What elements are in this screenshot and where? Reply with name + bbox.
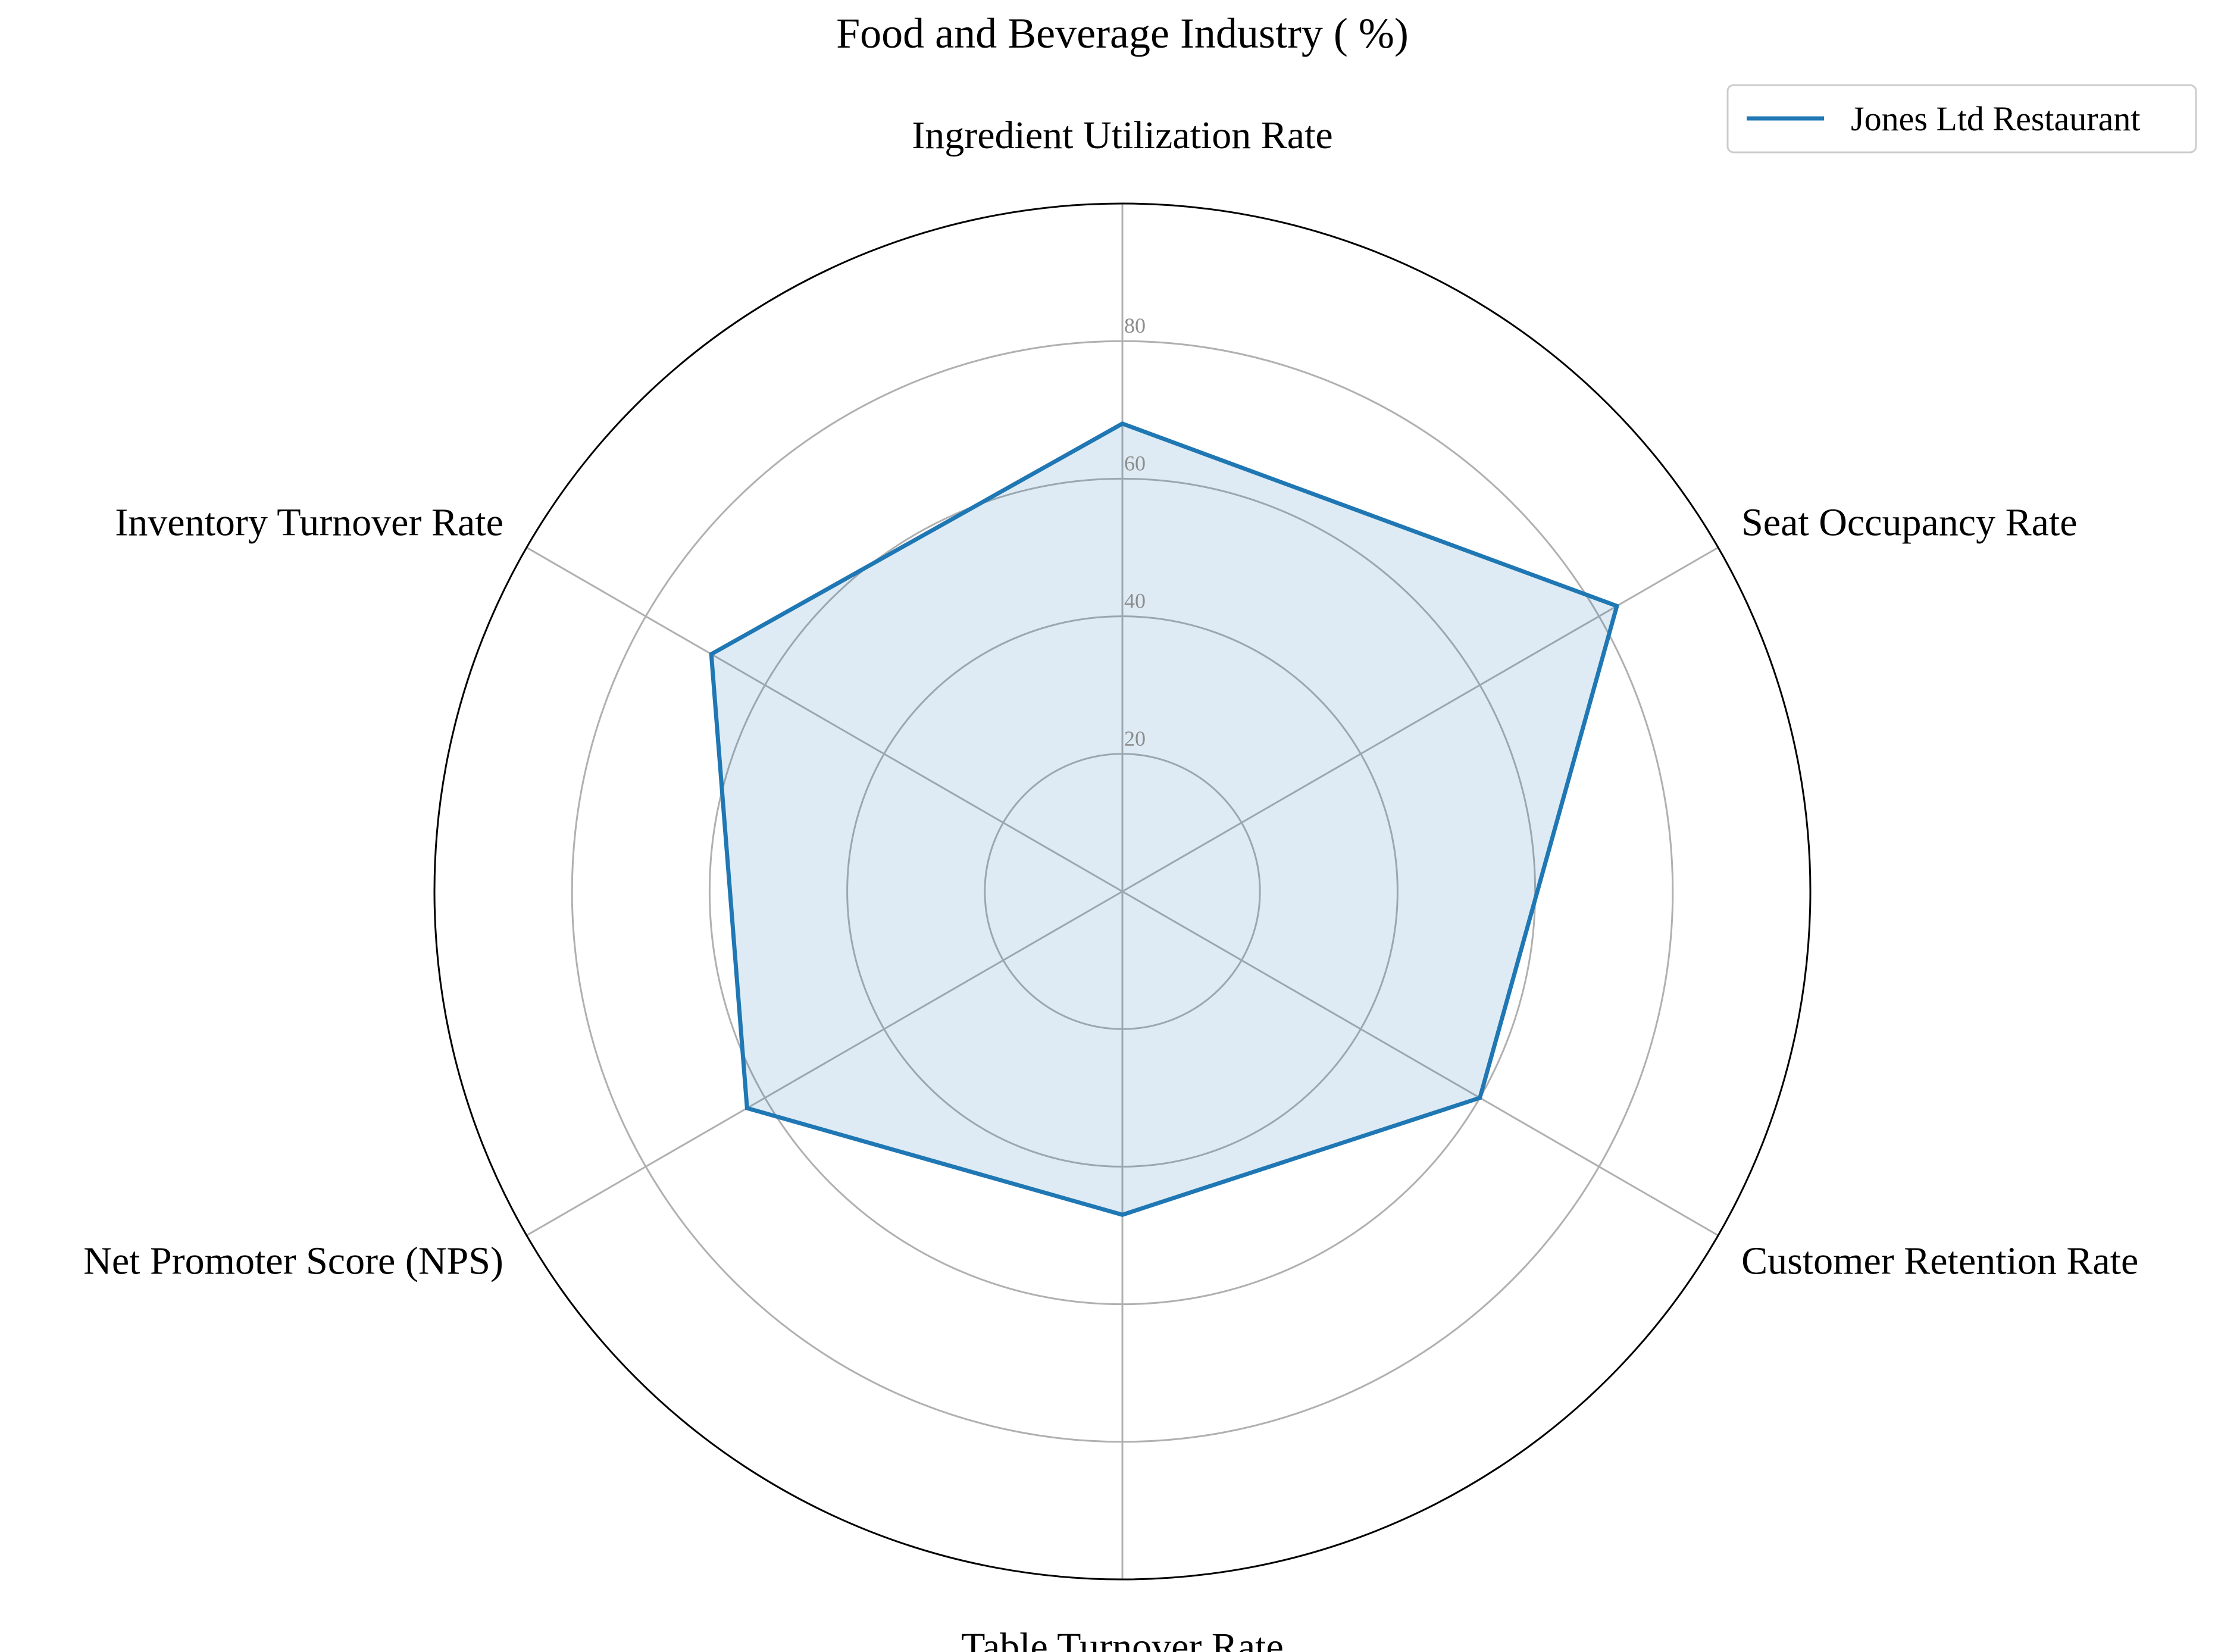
axis-label-2: Customer Retention Rate [1741, 1240, 2138, 1283]
radar-series [709, 421, 1620, 1217]
axis-label-3: Table Turnover Rate [961, 1625, 1284, 1652]
tick-label-20: 20 [1124, 727, 1146, 750]
tick-label-40: 40 [1124, 589, 1146, 613]
chart-title: Food and Beverage Industry ( %) [836, 10, 1409, 57]
legend-entry-label: Jones Ltd Restaurant [1851, 99, 2140, 138]
legend: Jones Ltd Restaurant [1726, 84, 2197, 154]
axis-label-0: Ingredient Utilization Rate [912, 114, 1332, 157]
grid-spoke-5 [526, 546, 1123, 893]
grid-spoke-2 [1122, 890, 1719, 1237]
series-area-0 [711, 423, 1617, 1215]
grid-spoke-4 [526, 890, 1123, 1237]
axis-label-5: Inventory Turnover Rate [115, 501, 503, 545]
legend-frame [1726, 84, 2197, 154]
polar-frame [433, 202, 1812, 1581]
radar-axis-labels: Ingredient Utilization Rate Seat Occupanc… [83, 114, 2138, 1652]
tick-label-60: 60 [1124, 451, 1146, 475]
tick-label-80: 80 [1124, 314, 1146, 337]
axis-label-4: Net Promoter Score (NPS) [83, 1240, 503, 1283]
axis-label-1: Seat Occupancy Rate [1741, 501, 2077, 545]
radar-tick-labels: 20 40 60 80 [1124, 314, 1146, 750]
